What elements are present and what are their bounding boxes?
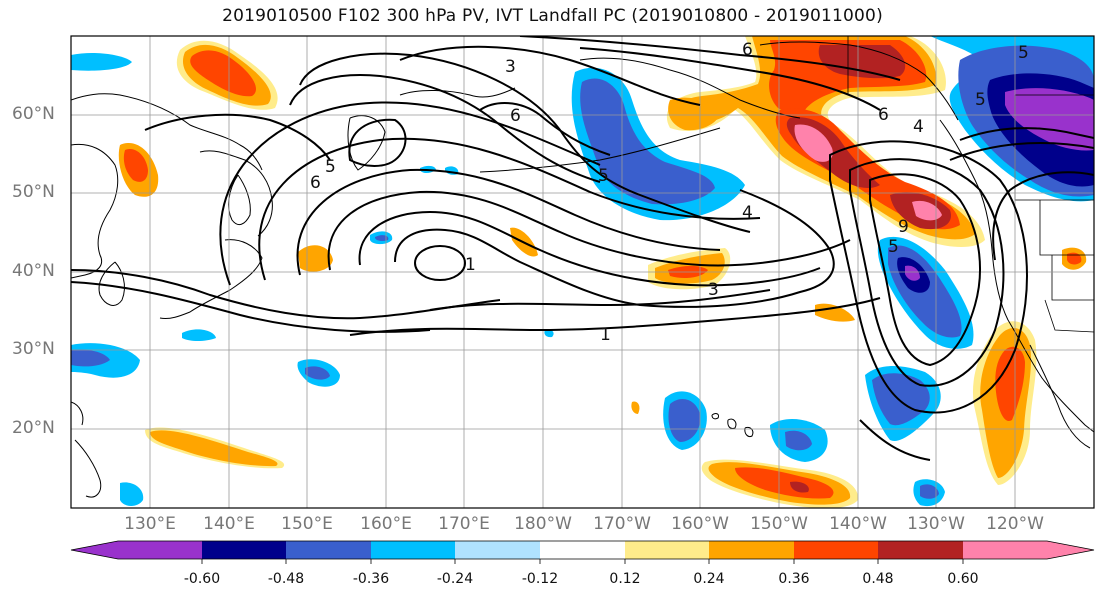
colorbar-segment: [202, 541, 286, 559]
lon-label: 140°E: [203, 514, 255, 534]
colorbar-segment: [286, 541, 371, 559]
contour-label: 6: [310, 173, 321, 193]
colorbar-extend-low: [71, 541, 118, 559]
ivt-contours: [71, 36, 1094, 461]
colorbar-tick-label: 0.24: [693, 571, 725, 587]
colorbar-tick-label: -0.24: [436, 571, 474, 587]
lon-label: 160°E: [360, 514, 412, 534]
contour-label: 5: [325, 157, 336, 177]
colorbar-tick-label: 0.36: [778, 571, 810, 587]
contour-label: 3: [708, 280, 719, 300]
contour-label: 6: [510, 106, 521, 126]
contour-label: 5: [888, 237, 899, 257]
map-frame: [70, 35, 1095, 509]
colorbar-segment: [709, 541, 794, 559]
colorbar-tick-label: 0.12: [609, 571, 641, 587]
colorbar-tick-label: -0.60: [183, 571, 221, 587]
colorbar-tick-label: -0.12: [521, 571, 559, 587]
contour-label: 4: [742, 203, 753, 223]
contour-label: 5: [1018, 43, 1029, 63]
colorbar: [70, 540, 1095, 564]
colorbar-extend-high: [1047, 541, 1094, 559]
contour-label: 6: [742, 40, 753, 60]
contour-label: 5: [598, 166, 609, 186]
map-title: 2019010500 F102 300 hPa PV, IVT Landfall…: [222, 6, 883, 26]
lat-label: 30°N: [12, 339, 55, 359]
colorbar-segment: [625, 541, 709, 559]
colorbar-tick-label: 0.48: [862, 571, 894, 587]
lat-label: 60°N: [12, 104, 55, 124]
lon-label: 150°W: [750, 514, 808, 534]
lon-label: 180°W: [514, 514, 572, 534]
lat-label: 50°N: [12, 182, 55, 202]
lon-label: 120°W: [986, 514, 1044, 534]
colorbar-segment: [963, 541, 1047, 559]
gridlines: [71, 36, 1094, 508]
colorbar-segment: [371, 541, 455, 559]
colorbar-tick-label: -0.48: [267, 571, 305, 587]
contour-label: 3: [505, 57, 516, 77]
contour-label: 5: [975, 90, 986, 110]
contour-label: 1: [600, 325, 611, 345]
lon-label: 170°E: [438, 514, 490, 534]
lat-label: 20°N: [12, 418, 55, 438]
colorbar-segment: [794, 541, 878, 559]
colorbar-segment: [118, 541, 202, 559]
colorbar-segment: [455, 541, 540, 559]
colorbar-tick-label: 0.60: [947, 571, 979, 587]
colorbar-segment: [878, 541, 963, 559]
lon-label: 160°W: [671, 514, 729, 534]
lon-label: 170°W: [593, 514, 651, 534]
colorbar-segment: [540, 541, 625, 559]
contour-label: 1: [465, 255, 476, 275]
lon-label: 130°W: [907, 514, 965, 534]
lat-label: 40°N: [12, 261, 55, 281]
contour-label: 4: [913, 117, 924, 137]
lon-label: 140°W: [829, 514, 887, 534]
lon-label: 130°E: [124, 514, 176, 534]
contour-label: 6: [878, 105, 889, 125]
pv-anomaly-fill: [71, 36, 1094, 508]
contour-label: 9: [898, 217, 909, 237]
colorbar-tick-label: -0.36: [352, 571, 390, 587]
lon-label: 150°E: [281, 514, 333, 534]
contour-label-group: 3 6 6 5 6 1 5 4 3 1 4 6 5 5 5 9: [310, 40, 1029, 345]
coastlines: [71, 41, 1094, 498]
